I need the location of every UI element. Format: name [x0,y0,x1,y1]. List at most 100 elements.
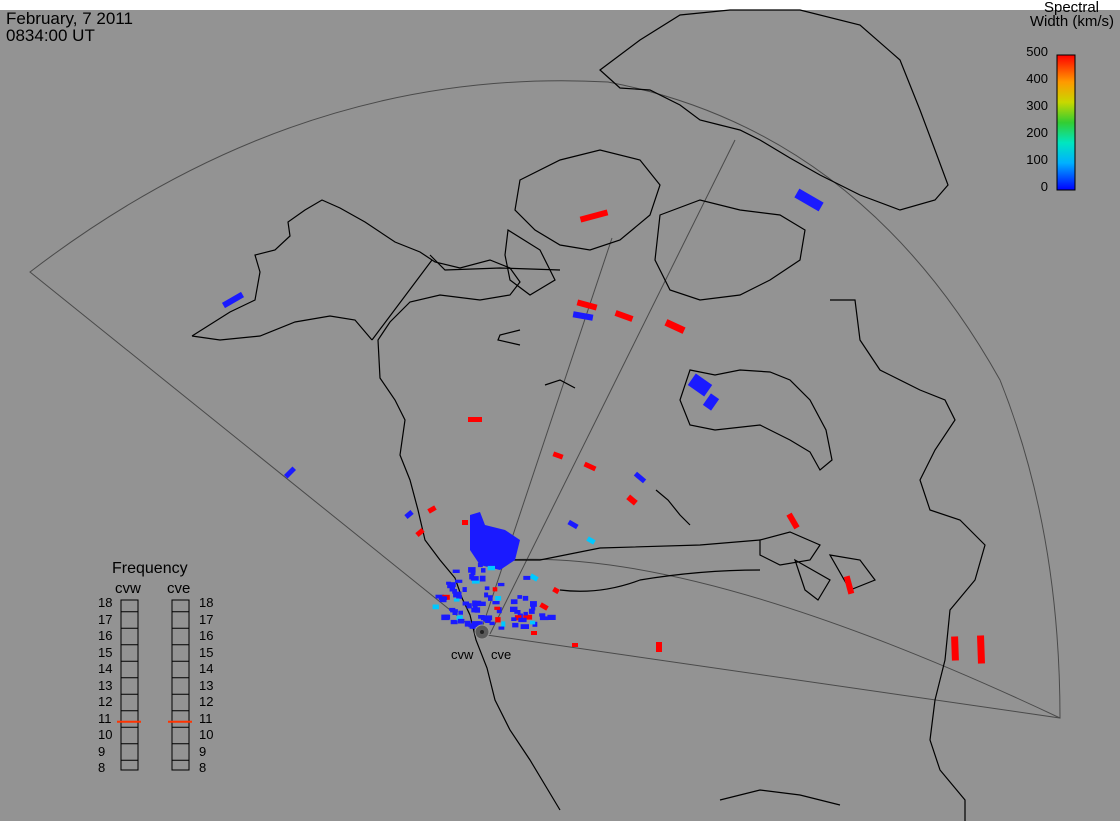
echo-cell [404,510,414,519]
hudson-bay [679,369,833,471]
colorbar-tick: 100 [1026,152,1048,167]
cvw-cve-fov-outline [29,80,1061,719]
freq-scale-label-left: 13 [98,677,113,693]
coastlines [191,9,986,821]
freq-scale-label-right: 12 [199,694,214,709]
echo-cell [547,614,556,620]
echo-cell [468,623,474,628]
echo-cell [614,310,634,322]
freq-scale-label-right: 13 [199,677,214,693]
freq-scale-label-left: 17 [98,611,113,627]
radar-site-dot [480,630,484,634]
echo-cell [523,611,528,616]
echo-cell [586,536,596,545]
territory-border [429,254,561,271]
echo-cell [449,585,456,592]
freq-scale-label-left: 14 [98,661,113,676]
freq-scale-label-right: 10 [199,727,214,742]
echo-cell [439,596,447,603]
freq-scale-label-right: 8 [199,760,207,775]
echo-cell [539,616,549,621]
alaska-canada-border [371,259,433,341]
east-coast [830,299,986,821]
echo-cell [484,617,492,621]
gulf-coast [719,789,841,806]
colorbar-gradient [1056,54,1076,191]
echo-cell [470,576,479,581]
echo-cell [452,569,460,573]
lake-superior [759,531,821,566]
radar-label-cve: cve [491,647,512,662]
echo-cell [520,624,529,629]
echo-cell [462,601,470,606]
echo-cell [539,613,546,617]
echo-cell [447,584,455,589]
colorbar-tick: 400 [1026,71,1048,86]
lake-outline-1 [497,329,521,346]
freq-scale-label-left: 8 [98,760,106,775]
echo-cell [470,571,476,576]
echo-cell [466,603,472,609]
us-canada-border [505,539,761,561]
echo-cell [583,461,597,472]
radar-echoes [221,188,985,664]
west-coast [191,199,561,811]
echo-cell [484,586,490,591]
echo-cell [487,565,495,571]
echo-cell [567,519,579,530]
echo-cell [552,451,564,460]
echo-cell [494,606,501,610]
freq-scale-label-right: 9 [199,743,207,759]
echo-cell [464,620,471,627]
echo-cluster-north [470,512,520,570]
echo-cell [450,619,458,625]
freq-scale-label-right: 17 [199,611,214,627]
echo-cell [572,311,594,321]
echo-cell [489,621,495,626]
colorbar-tick: 200 [1026,125,1048,140]
radar-label-cvw: cvw [451,647,474,662]
echo-cell [468,417,482,422]
echo-cell [492,601,500,605]
echo-cell [664,319,686,334]
frequency-column-label-cvw: cvw [115,580,141,597]
echo-cell [514,615,522,621]
echo-cell [455,579,463,583]
echo-cell [523,614,533,620]
echo-cell [481,568,486,573]
freq-scale-label-right: 18 [199,595,214,610]
freq-scale-label-left: 12 [98,694,113,709]
echo-cell [552,586,560,595]
echo-cell [471,607,478,613]
echo-cell [656,642,662,652]
freq-gridlines [121,611,189,761]
frequency-column-label-cve: cve [167,580,191,597]
echo-cell [495,596,502,601]
colorbar-tick: 0 [1040,179,1048,194]
echo-cell [478,615,485,619]
echo-cell [462,520,468,525]
echo-cell [488,595,493,601]
lake-michigan [793,558,831,601]
echo-cell [495,617,501,623]
echo-cell [511,617,517,621]
echo-cell [843,575,855,595]
echo-cell [977,635,985,664]
echo-cell [530,601,537,607]
echo-cell [579,209,609,223]
colorbar-title-line1: Spectral [1043,0,1099,16]
echo-cell [531,606,536,611]
lake-outline-2 [544,379,576,389]
date-label: February, 7 2011 [6,9,133,28]
echo-cell [523,575,531,580]
frequency-title: Frequency [112,560,188,577]
colorbar-tick: 500 [1026,44,1048,59]
cve-beam-edge [489,139,736,635]
echo-cell [497,582,505,587]
freq-scale-label-right: 15 [199,644,214,660]
echo-cell [687,373,713,397]
alaska-south-coast [191,315,373,341]
echo-cell [415,528,425,537]
echo-cell [471,579,480,584]
